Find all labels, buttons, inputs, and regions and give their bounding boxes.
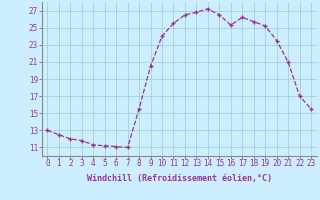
X-axis label: Windchill (Refroidissement éolien,°C): Windchill (Refroidissement éolien,°C) xyxy=(87,174,272,183)
